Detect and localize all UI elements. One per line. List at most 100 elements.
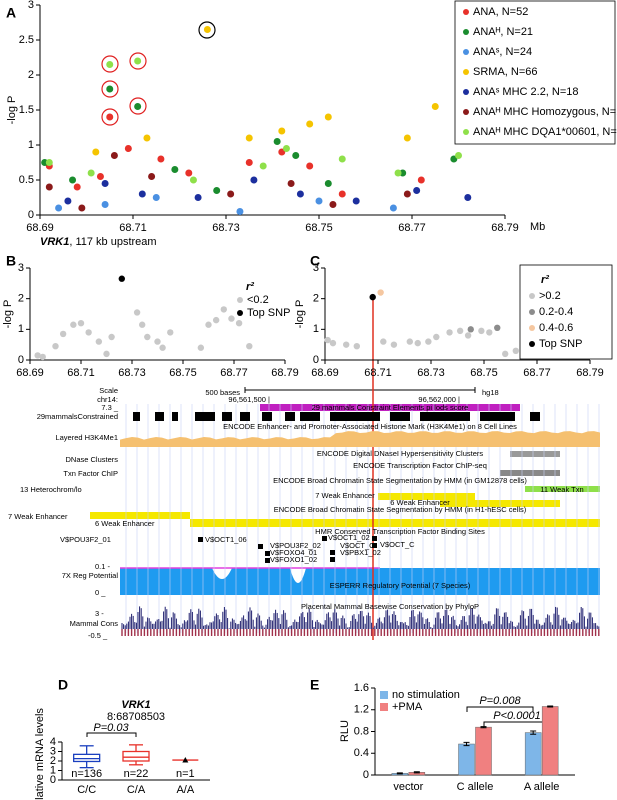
point (394, 169, 402, 177)
point (282, 145, 290, 152)
point (467, 326, 474, 333)
bar (458, 743, 475, 776)
constrained-block (155, 412, 164, 421)
legend-swatch (463, 69, 469, 75)
highlight-rings (101, 21, 216, 126)
point (212, 316, 220, 324)
browser-label: 0.1 - (95, 562, 111, 571)
point (205, 321, 212, 328)
legend-swatch (380, 703, 388, 711)
browser-label: V$FOXO4_01 (270, 548, 317, 557)
y-tick-label: 0.8 (354, 725, 369, 737)
browser-label: chr14: (97, 395, 118, 404)
tfbs-site (265, 558, 270, 563)
x-tick-label: 68.75 (169, 367, 197, 379)
legend-swatch (529, 309, 535, 315)
legend-box (519, 264, 613, 360)
panel-label: A (6, 5, 16, 21)
point (133, 309, 141, 316)
point (464, 332, 472, 339)
y-tick-label: 2 (313, 293, 319, 305)
browser-label: Placental Mammal Basewise Conservation b… (301, 602, 479, 611)
browser-label: DNase Clusters (65, 455, 118, 464)
browser-label: 6 Weak Enhancer (390, 498, 450, 507)
point (144, 333, 151, 341)
y-tick-label: 1.6 (354, 682, 369, 694)
constrained-block (222, 412, 232, 421)
y-tick-label: 0.5 (19, 174, 34, 186)
h3k4me1-area (120, 431, 600, 447)
error-bar (463, 741, 470, 747)
point (502, 350, 509, 358)
point (213, 187, 221, 194)
point (324, 180, 332, 187)
x-tick-label: 68.73 (417, 367, 445, 379)
point (220, 306, 227, 313)
legend-label: 0.2-0.4 (539, 306, 573, 318)
x-tick-label: A/A (176, 784, 194, 796)
browser-label: ESPERR Regulatory Potential (7 Species) (330, 581, 471, 590)
browser-label: 7 Weak Enhancer (8, 512, 68, 521)
browser-label: 96,561,500 | (228, 395, 270, 404)
y-tick-label: 2 (28, 69, 34, 81)
constrained-block (390, 412, 410, 421)
x-tick-label: 68.69 (16, 367, 44, 379)
point (185, 169, 193, 177)
legend-label: ANAˢ, N=24 (473, 46, 532, 58)
browser-frame (120, 385, 600, 640)
browser-label: 29 mammals Constraint Elements pi lods s… (312, 403, 469, 412)
point (118, 275, 126, 282)
dnase-bar (510, 451, 560, 457)
x-tick-label: C/C (77, 784, 96, 796)
browser-label: ENCODE Enhancer- and Promoter-Associated… (223, 422, 517, 431)
y-tick-label: 1.2 (354, 704, 369, 716)
point (245, 134, 253, 142)
legend-label: <0.2 (247, 294, 269, 306)
significance-bracket (483, 721, 551, 727)
point (369, 293, 376, 301)
point (189, 176, 197, 184)
browser-label: 29mammalsConstrained (37, 412, 118, 421)
y-tick-label: 3 (28, 0, 34, 11)
y-tick-label: 1 (50, 764, 56, 776)
y-tick-label: 3 (18, 262, 24, 274)
x-tick-label: C/A (127, 784, 146, 796)
constrained-block (330, 412, 380, 421)
browser-label: V$OCT1_06 (205, 535, 247, 544)
p-value: P=0.03 (93, 722, 129, 734)
point (45, 183, 53, 191)
point (236, 208, 244, 215)
browser-label: 13 Heterochrom/lo (20, 485, 82, 494)
point (417, 176, 425, 184)
y-tick-label: 0 (28, 209, 34, 221)
panel-label: D (58, 677, 68, 693)
error-bar (480, 726, 487, 729)
y-tick-label: 0 (18, 354, 24, 366)
y-tick-label: 0 (313, 354, 319, 366)
point (306, 162, 314, 170)
point (152, 194, 160, 201)
x-unit: Mb (530, 221, 545, 233)
browser-label: hg18 (482, 388, 499, 397)
constrained-block (420, 412, 470, 421)
n-label: n=22 (124, 768, 149, 780)
panel-label: E (310, 677, 319, 693)
point (343, 341, 350, 348)
legend-label: ANAᴴ MHC DQA1*00601, N=16 (473, 126, 617, 138)
point (329, 201, 337, 208)
y-axis-label: Relative mRNA levels (34, 708, 46, 800)
point (106, 85, 114, 93)
point (414, 339, 421, 347)
point (92, 148, 100, 156)
point (413, 187, 421, 194)
y-tick-label: 1 (18, 323, 24, 335)
point (106, 113, 114, 121)
reg-potential-dip (212, 568, 306, 583)
significance-bracket (86, 732, 137, 737)
p-value: P<0.0001 (493, 710, 540, 722)
tfbs-site (330, 557, 335, 562)
point (329, 339, 337, 347)
point (353, 343, 360, 350)
point (95, 338, 103, 345)
chart-subtitle: 8:68708503 (107, 711, 165, 723)
